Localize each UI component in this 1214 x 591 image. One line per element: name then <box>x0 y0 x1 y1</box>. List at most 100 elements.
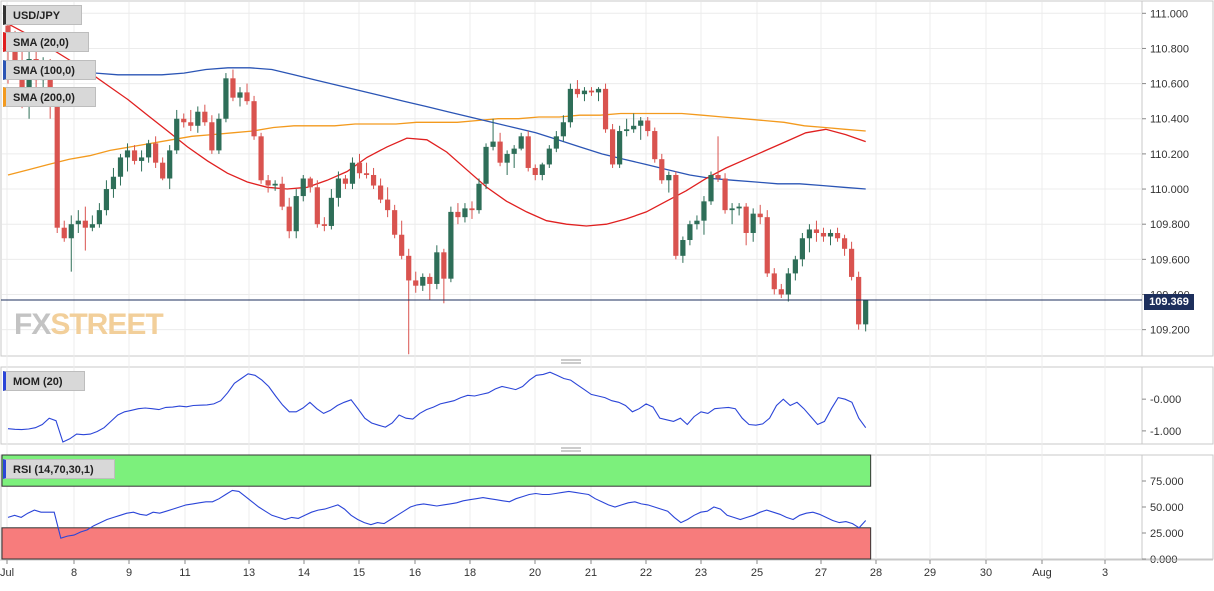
candle-body <box>856 276 862 325</box>
candle-body <box>525 136 531 168</box>
mom-y-tick-label: -1.000 <box>1150 426 1181 438</box>
panel-price <box>0 0 1143 357</box>
x-tick-label: 21 <box>585 567 597 579</box>
candle-body <box>567 88 573 123</box>
candle-body <box>385 199 391 211</box>
candle-body <box>743 206 749 233</box>
candle-body <box>363 173 370 175</box>
candle-body <box>511 148 517 154</box>
candle-body <box>138 157 145 161</box>
candle-body <box>617 131 623 165</box>
rsi-y-tick-label: 50.000 <box>1150 502 1184 514</box>
candle-body <box>96 210 102 225</box>
y-tick-label: 110.800 <box>1150 43 1189 55</box>
candle-body <box>392 210 398 235</box>
x-tick-label: 9 <box>126 567 132 579</box>
mom-y-tick-label: -0.000 <box>1150 394 1181 406</box>
candle-body <box>420 276 426 286</box>
candle-body <box>103 189 110 211</box>
candle-body <box>61 227 67 239</box>
candle-body <box>680 240 686 256</box>
candle-body <box>827 232 834 237</box>
candle-body <box>849 248 855 277</box>
candle-body <box>12 51 18 63</box>
candle-body <box>673 174 679 256</box>
candle-body <box>209 122 215 151</box>
candle-body <box>715 174 721 179</box>
candle-body <box>131 150 138 161</box>
candle-body <box>160 162 166 179</box>
fxstreet-logo: FXSTREET <box>14 308 164 341</box>
rsi-tag[interactable]: RSI (14,70,30,1) <box>3 459 115 479</box>
candle-body <box>588 90 595 93</box>
candle-body <box>863 299 869 325</box>
candle-body <box>188 122 194 126</box>
mom-line <box>7 371 867 443</box>
candle-body <box>476 183 482 211</box>
rsi-y-tick-label: 25.000 <box>1150 528 1184 540</box>
candle-body <box>771 273 777 290</box>
sma200-tag[interactable]: SMA (200,0) <box>3 87 96 107</box>
candle-body <box>455 211 461 218</box>
candle-body <box>441 252 447 279</box>
candle-body <box>624 129 630 132</box>
candle-body <box>708 174 714 202</box>
x-tick-label: 20 <box>529 567 541 579</box>
rsi-line <box>7 489 867 539</box>
mom-tag[interactable]: MOM (20) <box>3 371 85 391</box>
rsi-oversold-band <box>1 527 872 560</box>
y-tick-label: 110.400 <box>1150 114 1189 126</box>
x-tick-label: 13 <box>243 567 255 579</box>
candle-body <box>377 185 384 200</box>
x-tick-label: 22 <box>640 567 652 579</box>
candle-body <box>750 213 756 233</box>
candle-body <box>342 178 349 184</box>
x-tick-label: 28 <box>870 567 882 579</box>
candle-body <box>47 66 53 98</box>
candle-body <box>181 118 187 123</box>
y-tick-label: 109.600 <box>1150 254 1190 266</box>
candle-body <box>202 111 208 123</box>
axis-rsi <box>1141 454 1214 560</box>
candle-body <box>483 146 489 184</box>
candle-body <box>293 196 299 232</box>
candle-body <box>799 238 805 260</box>
candle-body <box>349 162 356 184</box>
x-tick-label: 23 <box>695 567 707 579</box>
candle-body <box>286 206 292 232</box>
candle-body <box>652 131 658 160</box>
x-tick-label: 25 <box>751 567 763 579</box>
candle-body <box>560 122 566 137</box>
candle-body <box>666 174 672 181</box>
y-tick-label: 110.600 <box>1150 79 1189 91</box>
candle-body <box>806 229 813 239</box>
axis-mom <box>1141 366 1214 445</box>
sma20-line <box>7 23 866 227</box>
sma20-tag[interactable]: SMA (20,0) <box>3 32 89 52</box>
x-tick-label: 3 <box>1102 567 1108 579</box>
candle-body <box>117 157 124 177</box>
rsi-overbought-band <box>1 454 872 487</box>
candle-body <box>469 208 475 211</box>
candle-body <box>195 111 201 126</box>
candle-body <box>89 224 95 228</box>
candle-body <box>546 148 552 165</box>
x-tick-label: Jul <box>0 567 14 579</box>
candle-body <box>581 90 588 95</box>
sma100-tag[interactable]: SMA (100,0) <box>3 60 96 80</box>
candle-body <box>448 211 454 279</box>
x-tick-label: 16 <box>409 567 421 579</box>
candle-body <box>174 118 180 151</box>
current-price-tag: 109.369 <box>1144 294 1194 310</box>
candle-body <box>314 187 320 225</box>
candle-body <box>434 252 440 284</box>
candle-body <box>518 136 524 149</box>
candle-body <box>244 92 250 102</box>
candle-body <box>399 234 405 256</box>
candle-body <box>230 78 236 98</box>
symbol-tag[interactable]: USD/JPY <box>3 5 82 25</box>
candle-body <box>764 217 770 274</box>
x-tick-label: 29 <box>924 567 936 579</box>
candle-body <box>792 259 798 274</box>
